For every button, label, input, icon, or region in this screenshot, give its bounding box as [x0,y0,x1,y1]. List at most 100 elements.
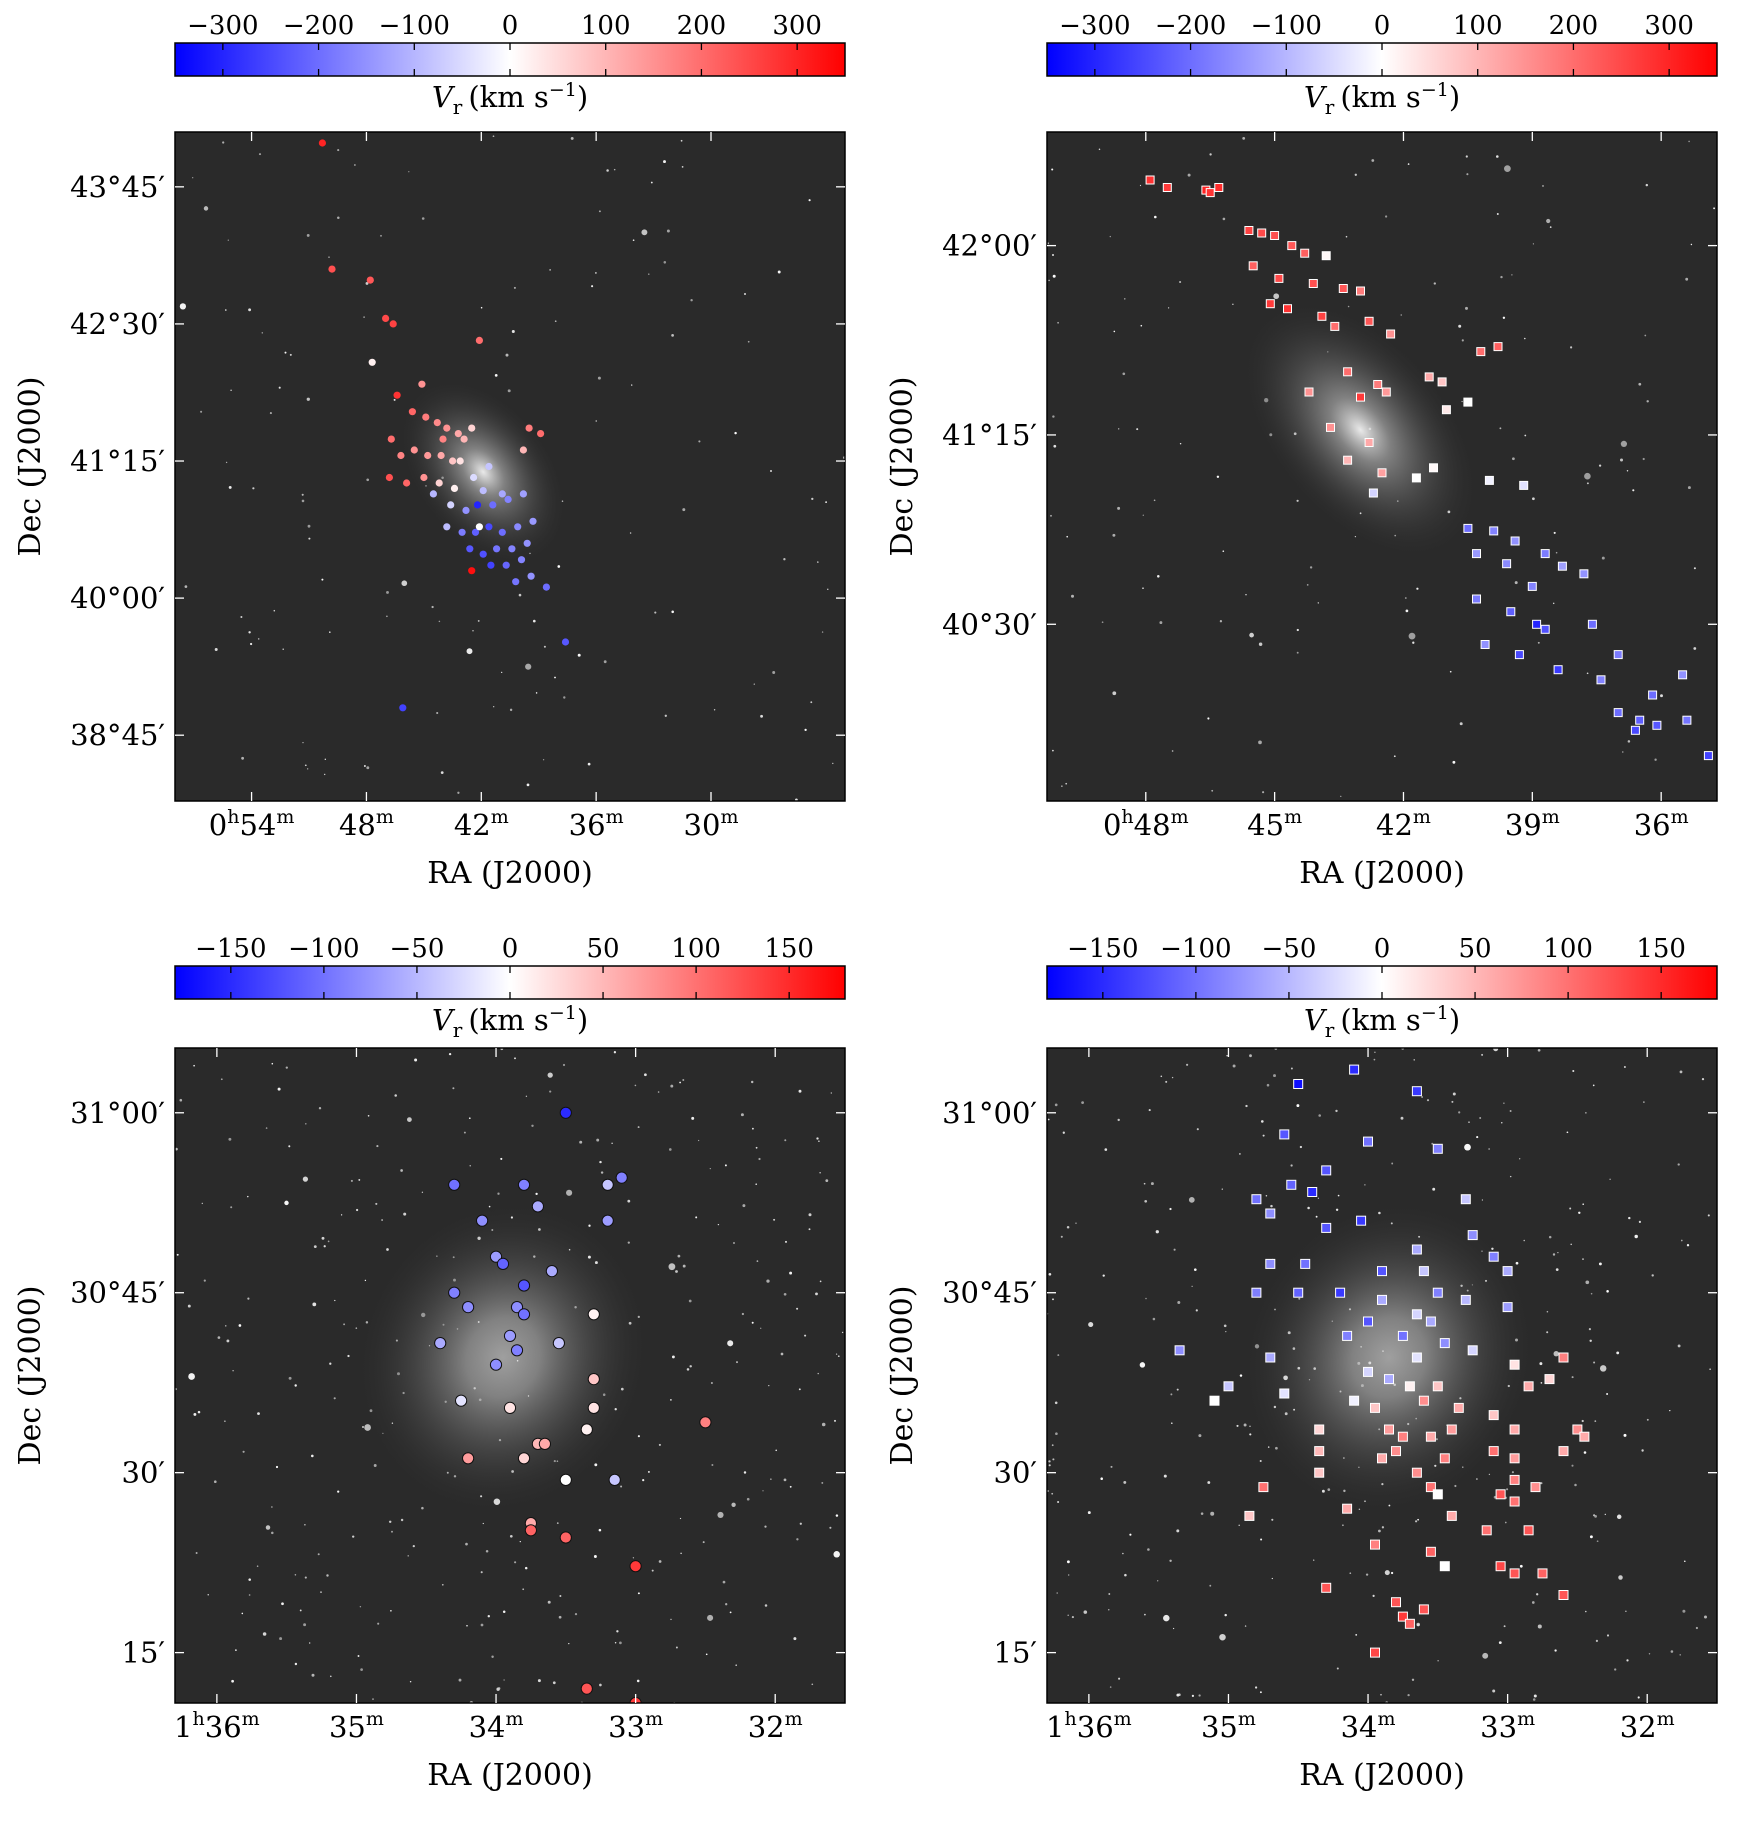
background-star [1050,514,1052,517]
background-star [1249,1433,1252,1436]
background-star [1537,641,1540,644]
background-star [1273,1074,1276,1078]
y-tick-label: 30′ [122,1456,166,1490]
background-star [798,1089,802,1093]
background-star [1259,1691,1262,1694]
data-point [1509,1568,1520,1579]
background-star [1461,339,1464,342]
background-star [1592,1084,1595,1087]
background-star [670,1618,672,1621]
data-point [448,1286,461,1299]
background-star [587,762,591,766]
background-star [222,141,225,144]
data-point [496,1257,510,1270]
background-star [829,1526,832,1529]
background-star [756,1260,759,1262]
data-point [1652,720,1662,730]
background-star [1067,1614,1069,1617]
background-star [657,1091,660,1093]
y-tick-label: 42°00′ [942,229,1037,263]
colorbar-tick-label: −200 [283,11,354,41]
background-star [232,1370,234,1372]
background-star [497,1192,500,1195]
background-star [1102,1274,1105,1277]
data-point [1480,640,1490,649]
background-star [675,1646,678,1649]
background-star [1051,168,1054,171]
data-point [447,501,455,509]
background-star [248,1578,251,1581]
y-tick-label: 40°00′ [70,581,165,615]
background-star [1071,1616,1074,1619]
background-star [1582,1203,1585,1206]
background-star [821,631,824,633]
data-point [1251,1194,1262,1205]
background-star [1171,1076,1174,1079]
background-star [1695,1626,1699,1630]
background-star [747,340,750,343]
background-star [1476,1478,1478,1480]
background-star [1313,1559,1315,1561]
background-star [1642,457,1645,461]
background-star [1555,1268,1559,1271]
background-star [1590,1292,1593,1295]
background-star [1586,672,1589,675]
background-star [1207,717,1210,720]
data-point [1472,594,1481,604]
background-star [257,638,260,640]
data-point [559,1531,572,1544]
background-star [736,1361,738,1364]
x-tick-label: 36m [569,806,624,842]
background-star [562,1063,566,1067]
background-star [324,758,326,760]
background-star [717,1223,720,1226]
background-star [798,1388,801,1391]
data-point [476,1214,489,1227]
data-point [537,430,545,438]
background-star [832,762,834,765]
colorbar-tick-label: 300 [1644,11,1694,41]
background-star [337,216,340,219]
background-star [1139,184,1142,187]
data-point [1523,1525,1534,1536]
data-point [503,1401,517,1414]
background-star [690,299,693,302]
data-point [1572,1424,1583,1435]
background-star [1588,1328,1591,1331]
background-star [228,485,232,489]
data-point [382,314,390,322]
background-star [203,206,209,211]
data-point [1537,1568,1548,1579]
background-star [825,501,827,503]
data-point [1411,1352,1422,1363]
background-star [302,741,304,744]
data-point [1429,463,1438,473]
data-point [1356,1215,1367,1226]
background-star [1585,1280,1590,1285]
data-point [1493,342,1503,352]
x-tick-label: 36m [1634,806,1689,842]
data-point [1300,1258,1311,1269]
data-point [1364,316,1374,326]
background-star [386,615,388,618]
background-star [670,1084,674,1088]
data-point [1373,380,1383,389]
background-star [1632,489,1635,492]
background-star [775,1449,777,1452]
background-star [1354,173,1357,176]
y-tick-label: 15′ [122,1636,166,1670]
background-star [770,1478,772,1480]
data-point [1476,347,1486,357]
background-star [1381,1526,1385,1529]
background-star [407,1555,409,1557]
background-star [1172,1627,1175,1630]
data-point [1596,675,1606,685]
background-star [307,524,311,528]
data-point [1453,1402,1464,1413]
background-star [1209,1584,1212,1587]
data-point [1467,1230,1478,1241]
colorbar-tick-label: −150 [195,934,266,964]
background-star [1488,1148,1490,1150]
background-star [414,1058,418,1062]
background-star [1488,1473,1491,1476]
